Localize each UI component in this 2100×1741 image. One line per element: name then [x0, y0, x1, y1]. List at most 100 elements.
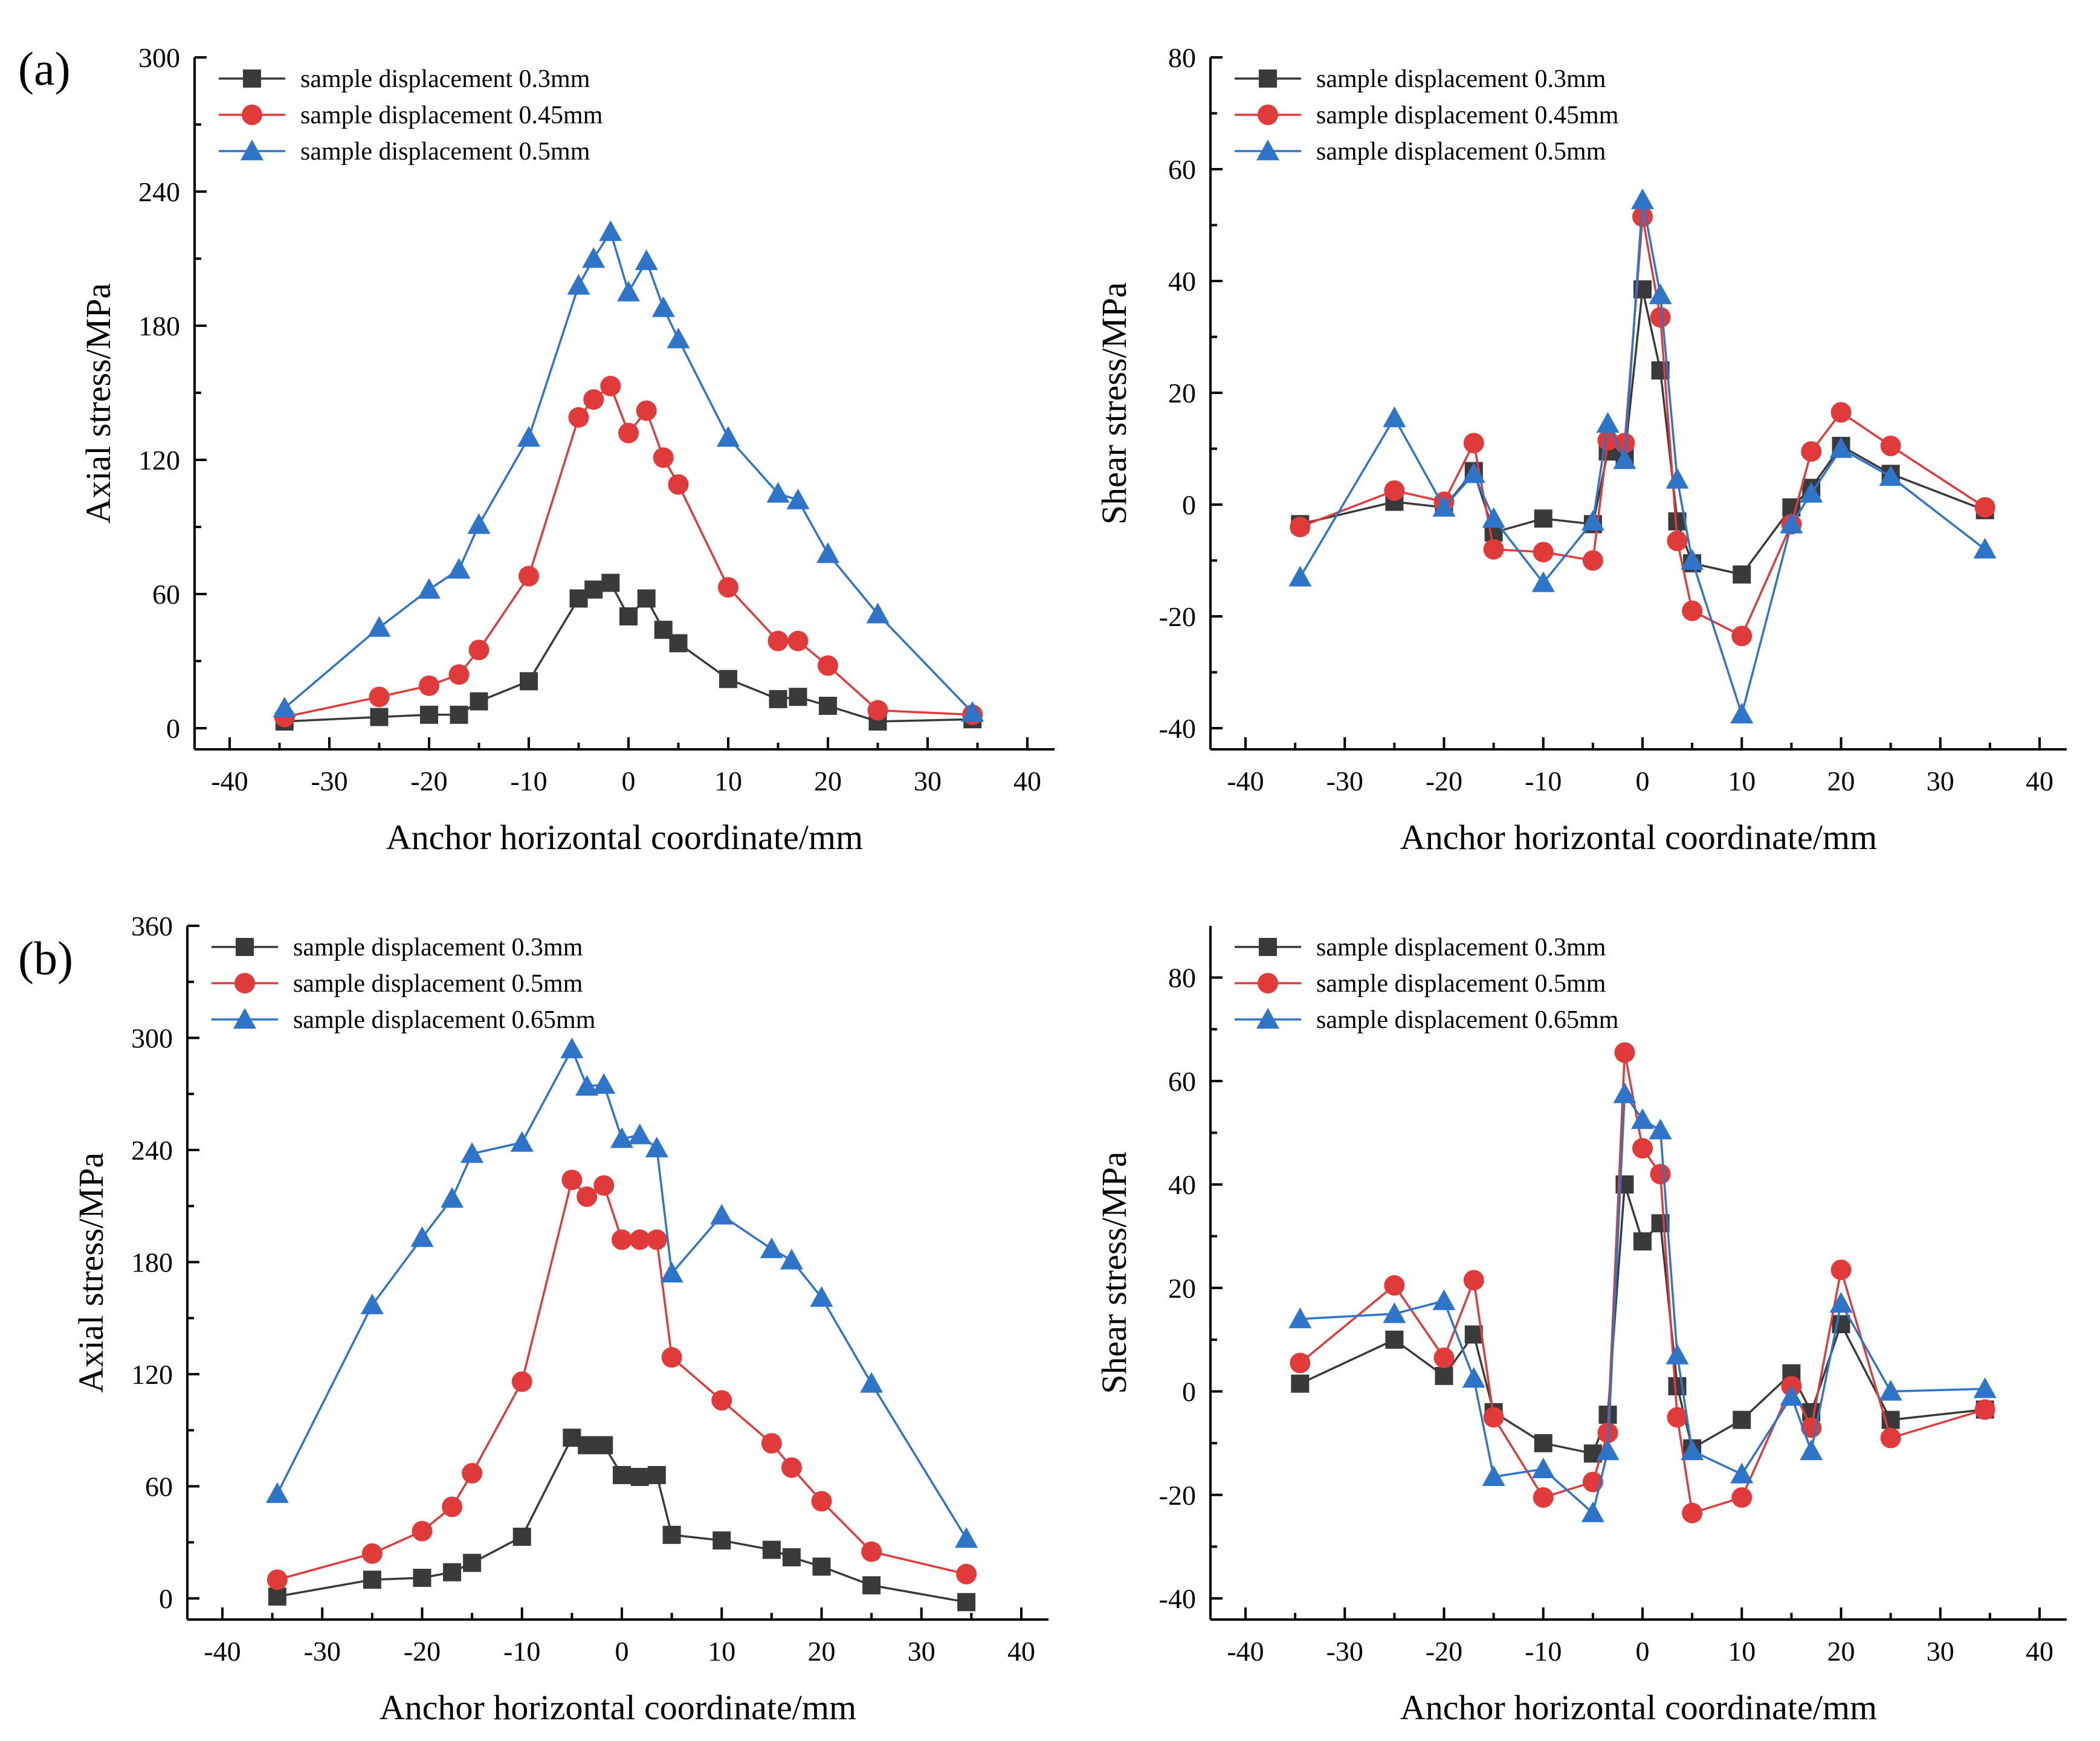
data-point-1	[862, 1576, 881, 1595]
data-point-1	[762, 1540, 781, 1559]
data-point-1	[669, 634, 688, 653]
legend-marker	[1258, 105, 1278, 125]
y-tick-label: 120	[131, 1359, 173, 1390]
y-axis-title: Axial stress/MPa	[79, 283, 118, 524]
data-point-1	[662, 1525, 681, 1544]
data-point-2	[1974, 497, 1995, 518]
legend-label: sample displacement 0.65mm	[293, 1006, 596, 1034]
x-tick-label: 30	[1927, 766, 1954, 796]
data-point-3	[567, 274, 590, 295]
data-point-1	[363, 1571, 381, 1589]
data-point-1	[637, 589, 656, 608]
panel-label-a: (a)	[18, 42, 71, 95]
legend-marker	[1259, 938, 1277, 956]
data-point-3	[1973, 1377, 1997, 1398]
legend-marker	[1256, 1008, 1279, 1029]
y-tick-label: 20	[1168, 1273, 1196, 1303]
data-point-3	[635, 249, 658, 270]
legend-label: sample displacement 0.5mm	[1316, 138, 1606, 166]
data-point-1	[463, 1554, 482, 1572]
legend-marker	[243, 69, 261, 88]
data-point-3	[560, 1038, 584, 1059]
data-point-3	[645, 1136, 668, 1158]
data-point-2	[1731, 625, 1753, 647]
data-point-3	[1681, 1439, 1704, 1461]
data-point-3	[1596, 1439, 1620, 1461]
x-tick-label: 40	[1013, 766, 1041, 796]
data-point-2	[636, 400, 657, 421]
x-tick-label: -10	[1525, 1636, 1562, 1667]
y-tick-label: 0	[166, 713, 180, 744]
y-tick-label: 60	[152, 579, 180, 610]
data-point-1	[595, 1436, 613, 1455]
x-tick-label: 40	[1007, 1636, 1035, 1667]
data-point-2	[1880, 435, 1901, 456]
data-point-3	[517, 426, 540, 447]
legend-label: sample displacement 0.5mm	[293, 970, 583, 998]
data-point-3	[1613, 1082, 1636, 1103]
data-point-3	[1432, 496, 1456, 517]
data-point-3	[617, 280, 640, 302]
x-tick-label: -30	[1326, 1636, 1363, 1667]
y-tick-label: 20	[1168, 378, 1196, 409]
data-point-3	[1631, 1108, 1654, 1129]
data-point-2	[718, 577, 738, 598]
legend-marker	[242, 105, 262, 125]
data-point-3	[510, 1131, 534, 1152]
data-point-3	[1432, 1289, 1456, 1310]
x-tick-label: -30	[311, 766, 347, 796]
data-point-1	[420, 705, 438, 724]
data-point-2	[412, 1520, 433, 1542]
legend-marker	[241, 140, 263, 161]
y-tick-label: 0	[1182, 1377, 1196, 1407]
data-point-2	[1483, 539, 1504, 560]
data-point-2	[1632, 1138, 1653, 1159]
data-point-1	[578, 1436, 596, 1455]
data-point-1	[1733, 565, 1751, 584]
data-point-1	[520, 672, 538, 691]
data-point-2	[646, 1229, 667, 1250]
y-tick-label: 240	[138, 176, 180, 207]
x-tick-label: 10	[1728, 766, 1756, 796]
data-point-1	[719, 670, 737, 688]
legend-label: sample displacement 0.5mm	[300, 138, 590, 166]
data-point-1	[613, 1465, 631, 1484]
data-point-2	[442, 1496, 463, 1517]
data-point-2	[1974, 1399, 1995, 1420]
data-point-1	[268, 1587, 286, 1606]
data-point-3	[1462, 1367, 1485, 1388]
x-tick-label: 40	[2026, 1636, 2053, 1667]
data-point-3	[1730, 702, 1754, 724]
data-point-3	[1288, 1307, 1312, 1328]
y-tick-label: -20	[1159, 1480, 1196, 1511]
data-point-3	[717, 426, 740, 447]
data-point-3	[1531, 1457, 1555, 1479]
data-point-2	[1582, 550, 1603, 571]
data-point-1	[957, 1593, 976, 1612]
legend-label: sample displacement 0.45mm	[300, 102, 603, 129]
x-axis-title: Anchor horizontal coordinate/mm	[1400, 818, 1877, 857]
legend-label: sample displacement 0.3mm	[1316, 934, 1606, 961]
data-point-2	[1650, 307, 1671, 328]
data-point-1	[619, 607, 638, 625]
y-axis-title: Shear stress/MPa	[1094, 282, 1134, 525]
data-point-2	[1667, 1407, 1688, 1428]
data-point-3	[1829, 1291, 1853, 1313]
series-line-3	[283, 229, 974, 714]
chart-2: -40 -30 -20 -10 0 10 20 30 40 -40 -20 0 20 40 60 80 Anch…	[1094, 42, 2067, 857]
data-point-2	[612, 1229, 632, 1250]
y-tick-label: 360	[131, 911, 173, 942]
data-point-2	[361, 1543, 383, 1564]
x-tick-label: -20	[1426, 766, 1462, 796]
data-point-3	[866, 602, 890, 624]
x-tick-label: -10	[510, 766, 547, 796]
y-tick-label: 300	[131, 1023, 173, 1054]
data-point-2	[653, 447, 674, 468]
data-point-2	[818, 655, 838, 676]
data-point-2	[811, 1491, 832, 1512]
y-tick-label: -40	[1159, 713, 1196, 744]
data-point-3	[1482, 507, 1505, 528]
legend-label: sample displacement 0.45mm	[1316, 102, 1619, 129]
data-point-2	[668, 474, 689, 495]
